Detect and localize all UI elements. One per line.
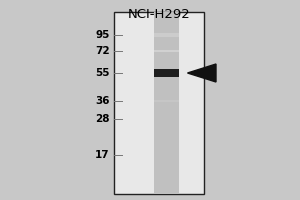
Bar (154, 33, 179, 37)
Bar (154, 69, 179, 77)
Text: 55: 55 (95, 68, 109, 78)
Text: 95: 95 (95, 30, 109, 40)
Bar (154, 50, 179, 52)
Bar (154, 100, 179, 102)
Bar (154, 12, 179, 194)
Text: 17: 17 (95, 150, 110, 160)
Bar (114, 12, 204, 194)
Text: NCI-H292: NCI-H292 (128, 8, 190, 21)
Text: 28: 28 (95, 114, 109, 124)
Text: 36: 36 (95, 96, 109, 106)
Polygon shape (188, 64, 216, 82)
Text: 72: 72 (95, 46, 110, 56)
